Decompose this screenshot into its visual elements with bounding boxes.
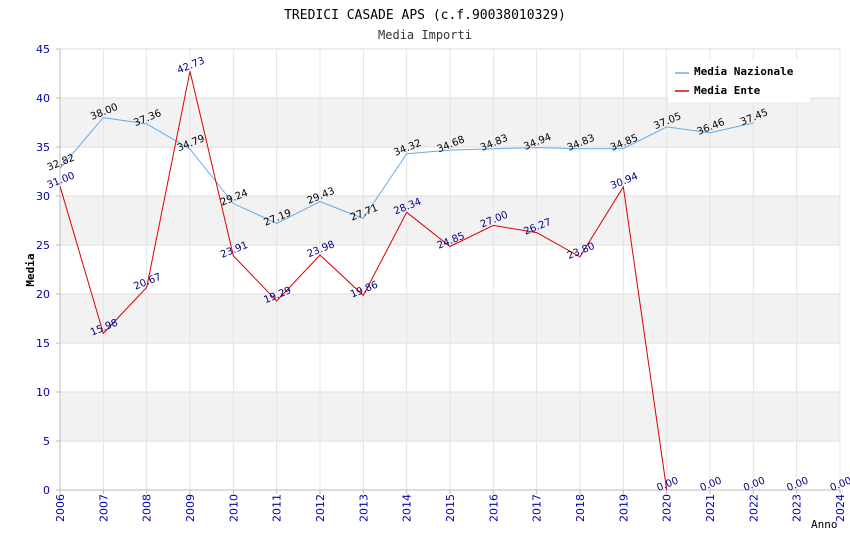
- data-label: 0.00: [829, 475, 850, 494]
- series-line-nazionale: [59, 117, 754, 225]
- chart-title: TREDICI CASADE APS (c.f.90038010329): [284, 8, 566, 23]
- series-line-ente: [59, 71, 668, 491]
- data-label: 20.67: [132, 272, 163, 293]
- x-tick-label: 2024: [834, 494, 847, 522]
- x-tick-label: 2021: [704, 494, 717, 522]
- gridlines: [60, 48, 841, 490]
- x-tick-label: 2015: [444, 494, 457, 522]
- x-tick-label: 2007: [97, 494, 110, 522]
- x-tick-label: 2011: [271, 494, 284, 522]
- x-tick-label: 2016: [487, 494, 500, 522]
- x-tick-label: 2008: [141, 494, 154, 522]
- data-label: 0.00: [742, 475, 767, 494]
- x-axis-label: Anno: [811, 518, 838, 531]
- legend: Media Nazionale Media Ente: [668, 60, 810, 102]
- chart-subtitle: Media Importi: [378, 28, 472, 42]
- x-tick-label: 2020: [661, 494, 674, 522]
- x-tick-label: 2017: [531, 494, 544, 522]
- y-tick-label: 0: [43, 484, 50, 497]
- y-tick-label: 10: [36, 386, 50, 399]
- x-tick-labels: 2006 2007 2008 2009 2010 2011 2012 2013 2014 2015…: [54, 490, 847, 522]
- y-tick-label: 20: [36, 288, 50, 301]
- x-tick-label: 2018: [574, 494, 587, 522]
- x-tick-label: 2012: [314, 494, 327, 522]
- data-label: 0.00: [655, 475, 680, 494]
- y-tick-label: 40: [36, 92, 50, 105]
- y-tick-labels: 0 5 10 15 20 25 30 35 40 45: [36, 43, 60, 497]
- x-tick-label: 2006: [54, 494, 67, 522]
- y-tick-label: 15: [36, 337, 50, 350]
- y-tick-label: 30: [36, 190, 50, 203]
- x-tick-label: 2010: [227, 494, 240, 522]
- y-tick-label: 25: [36, 239, 50, 252]
- legend-label-nazionale: Media Nazionale: [694, 65, 794, 78]
- legend-label-ente: Media Ente: [694, 84, 761, 97]
- x-tick-label: 2009: [184, 494, 197, 522]
- data-label: 0.00: [699, 475, 724, 494]
- data-label: 42.73: [176, 55, 207, 76]
- y-axis-label: Media: [24, 253, 37, 286]
- x-tick-label: 2023: [791, 494, 804, 522]
- x-tick-label: 2019: [617, 494, 630, 522]
- y-tick-label: 35: [36, 141, 50, 154]
- x-tick-label: 2022: [747, 494, 760, 522]
- x-tick-label: 2014: [401, 494, 414, 522]
- y-tick-label: 5: [43, 435, 50, 448]
- legend-box: [668, 60, 810, 102]
- y-tick-label: 45: [36, 43, 50, 56]
- data-label: 0.00: [785, 475, 810, 494]
- x-tick-label: 2013: [357, 494, 370, 522]
- series-lines: [59, 71, 754, 491]
- data-label: 30.94: [609, 171, 640, 192]
